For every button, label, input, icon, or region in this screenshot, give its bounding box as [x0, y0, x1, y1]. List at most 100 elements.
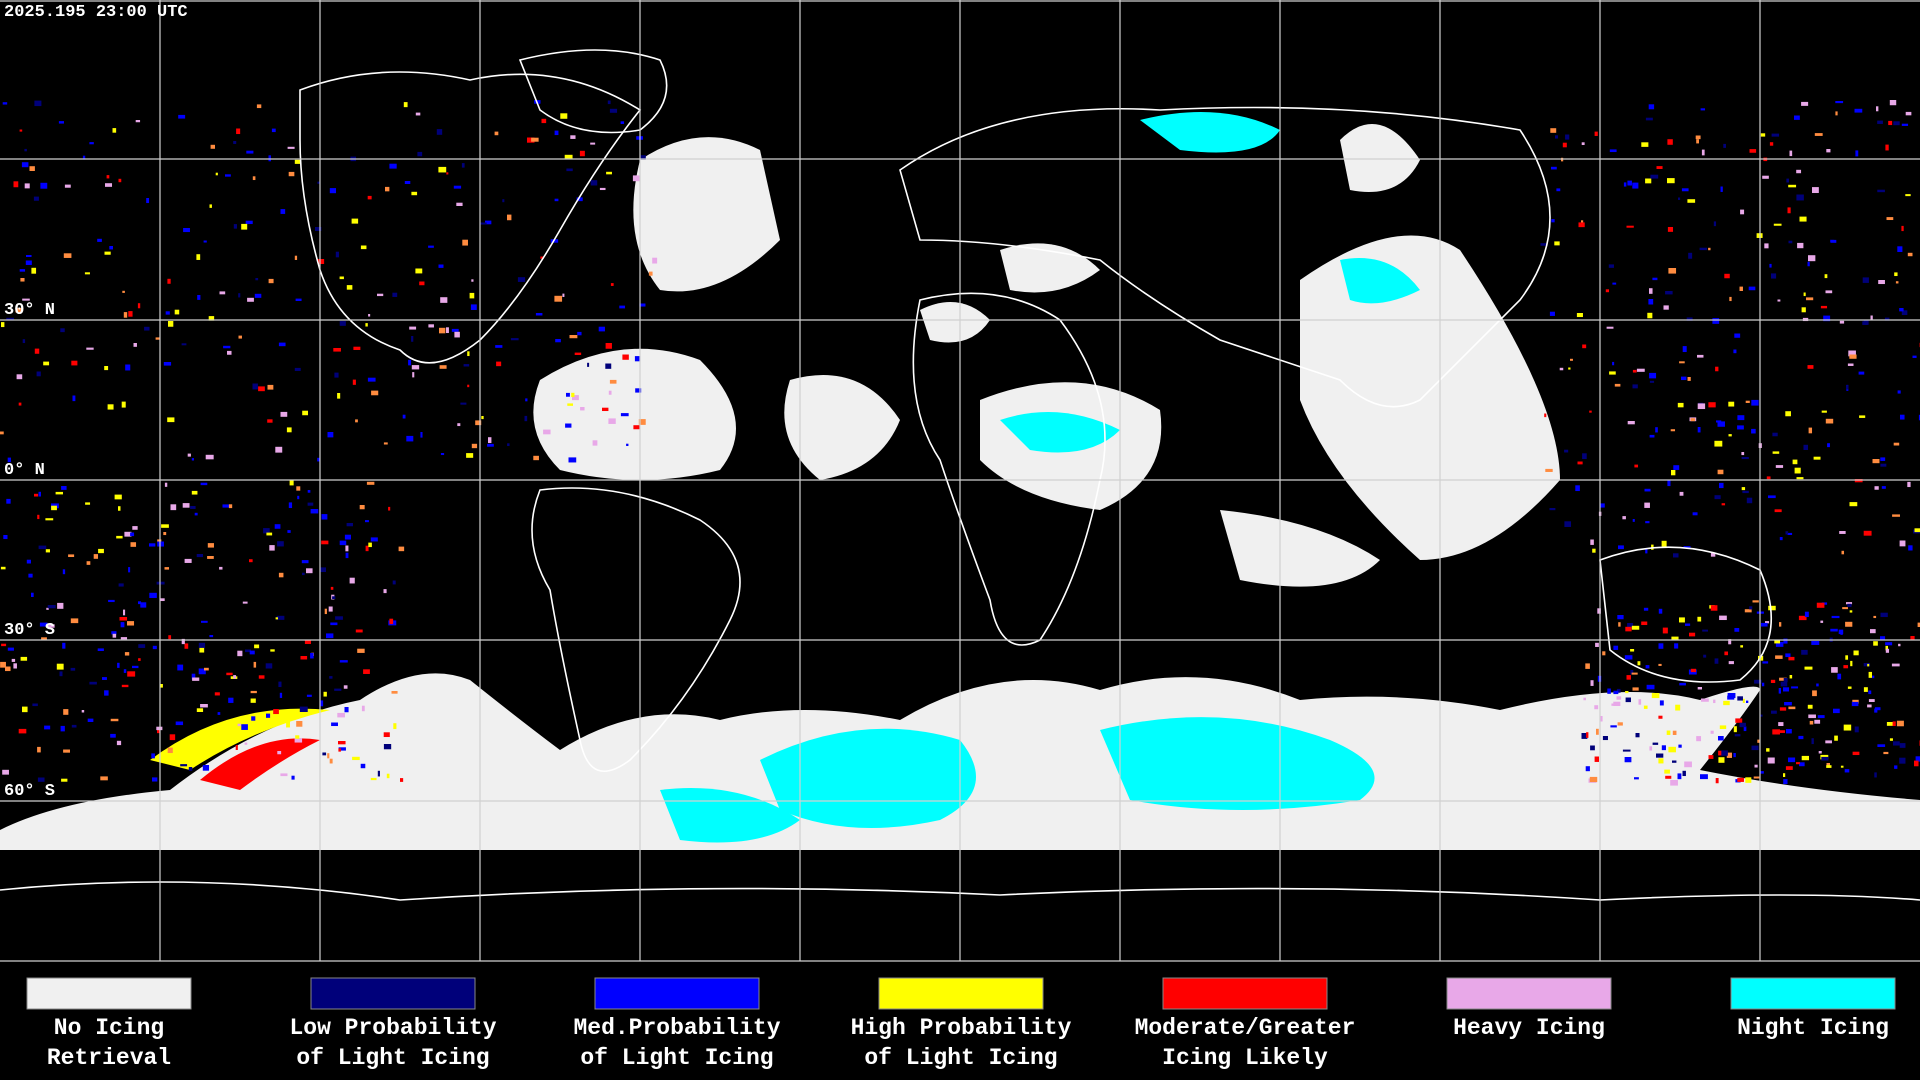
icing-pixel — [1749, 149, 1757, 153]
icing-pixel — [18, 728, 27, 734]
icing-pixel — [1775, 641, 1784, 647]
icing-pixel — [1786, 729, 1792, 734]
icing-pixel — [196, 254, 201, 260]
icing-pixel — [1699, 247, 1707, 251]
icing-pixel — [177, 664, 184, 671]
icing-pixel — [1761, 622, 1768, 627]
icing-pixel — [1746, 497, 1753, 504]
icing-pixel — [38, 545, 47, 550]
icing-pixel — [566, 168, 573, 172]
icing-pixel — [310, 652, 314, 659]
icing-pixel — [1847, 603, 1852, 607]
icing-pixel — [1697, 616, 1702, 622]
icing-pixel — [219, 291, 226, 295]
icing-pixel — [1878, 280, 1885, 285]
icing-pixel — [391, 691, 398, 694]
icing-pixel — [1690, 418, 1696, 422]
icing-pixel — [123, 669, 127, 673]
icing-pixel — [184, 643, 189, 649]
icing-pixel — [363, 669, 370, 674]
icing-pixel — [1634, 464, 1639, 468]
icing-pixel — [1714, 495, 1721, 500]
icing-pixel — [138, 644, 146, 648]
icing-pixel — [128, 567, 131, 573]
icing-pixel — [1778, 688, 1781, 694]
icing-pixel — [295, 735, 300, 739]
icing-pixel — [1692, 512, 1698, 516]
icing-pixel — [61, 778, 68, 782]
icing-pixel — [187, 453, 191, 457]
icing-pixel — [34, 348, 40, 354]
icing-pixel — [320, 567, 327, 573]
icing-pixel — [1785, 653, 1791, 658]
icing-pixel — [36, 371, 41, 377]
icing-pixel — [1895, 281, 1899, 284]
icing-pixel — [1897, 390, 1901, 394]
icing-pixel — [1664, 769, 1670, 774]
icing-pixel — [487, 443, 494, 447]
icing-pixel — [140, 602, 147, 608]
icing-pixel — [321, 540, 329, 545]
icing-pixel — [278, 572, 284, 578]
icing-pixel — [1766, 476, 1771, 480]
icing-pixel — [310, 509, 319, 514]
icing-pixel — [1799, 216, 1807, 222]
icing-pixel — [626, 443, 629, 447]
icing-pixel — [344, 534, 351, 540]
icing-pixel — [214, 692, 220, 696]
icing-pixel — [315, 227, 322, 231]
icing-pixel — [1616, 688, 1621, 693]
icing-pixel — [1807, 261, 1810, 267]
icing-pixel — [1880, 457, 1886, 461]
coastline — [518, 49, 668, 134]
icing-pixel — [1687, 377, 1691, 381]
icing-pixel — [620, 413, 629, 417]
icing-pixel — [1837, 673, 1842, 680]
icing-pixel — [1665, 775, 1672, 779]
icing-pixel — [253, 725, 256, 732]
icing-pixel — [1740, 645, 1744, 648]
icing-pixel — [1801, 101, 1809, 106]
icing-pixel — [577, 331, 582, 336]
icing-pixel — [377, 293, 384, 297]
icing-pixel — [167, 747, 173, 754]
coastline — [0, 881, 1920, 901]
icing-pixel — [1608, 264, 1614, 268]
icing-pixel — [648, 271, 653, 276]
icing-pixel — [225, 174, 231, 177]
icing-pixel — [13, 181, 19, 188]
icing-pixel — [569, 335, 578, 339]
icing-pixel — [20, 656, 28, 661]
icing-pixel — [2, 769, 9, 775]
icing-pixel — [1701, 698, 1709, 702]
icing-pixel — [1818, 751, 1822, 754]
icing-pixel — [160, 598, 165, 602]
icing-pixel — [1550, 128, 1557, 133]
icing-pixel — [1592, 548, 1596, 553]
icing-pixel — [355, 629, 363, 633]
icing-pixel — [1827, 443, 1830, 448]
icing-pixel — [1742, 490, 1749, 494]
icing-pixel — [605, 363, 612, 369]
legend-label: of Light Icing — [864, 1045, 1057, 1071]
icing-pixel — [280, 411, 288, 417]
icing-pixel — [1768, 605, 1776, 611]
icing-pixel — [1893, 741, 1900, 746]
icing-pixel — [301, 560, 309, 564]
icing-pixel — [1739, 286, 1743, 291]
icing-pixel — [1830, 628, 1838, 632]
icing-pixel — [1590, 745, 1595, 751]
icing-pixel — [1697, 687, 1703, 690]
icing-pixel — [29, 166, 35, 171]
icing-pixel — [428, 245, 434, 248]
icing-pixel — [205, 454, 214, 460]
icing-pixel — [170, 504, 177, 511]
icing-pixel — [567, 403, 574, 406]
icing-pixel — [339, 276, 344, 280]
icing-pixel — [1908, 545, 1913, 551]
icing-pixel — [1696, 139, 1699, 144]
icing-pixel — [294, 367, 301, 371]
icing-pixel — [1893, 442, 1900, 446]
icing-pixel — [1662, 627, 1668, 634]
icing-pixel — [543, 429, 551, 435]
